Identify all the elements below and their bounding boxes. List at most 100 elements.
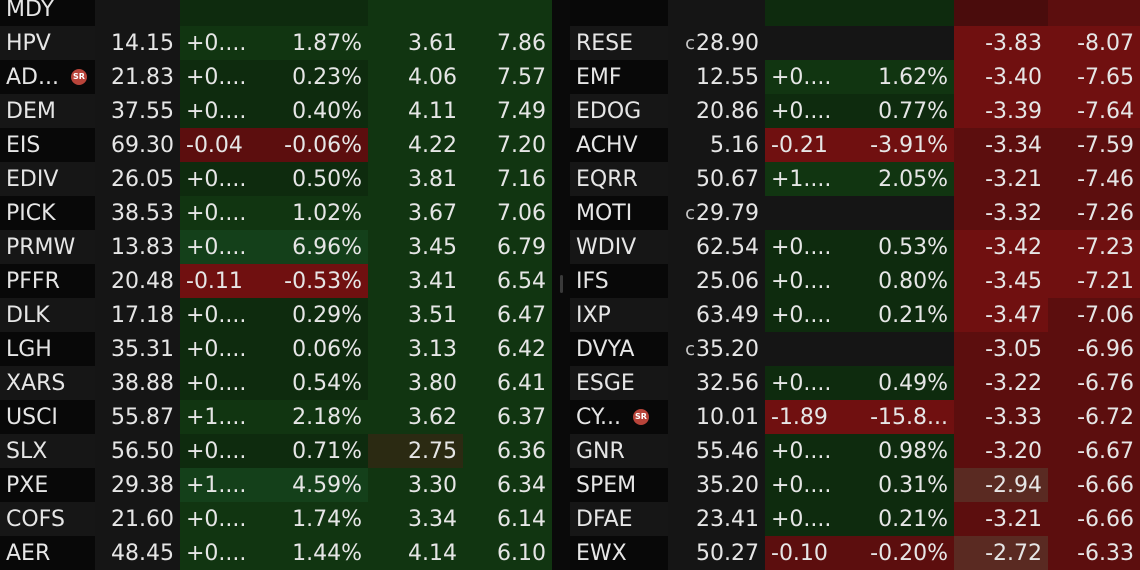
percent-change-cell-text: 0.06% [292, 336, 362, 362]
alert-badge-icon[interactable]: SR [70, 69, 87, 85]
table-row[interactable]: PRMW 13.83 +0.... 6.96% 3.45 6.79 [0, 230, 552, 264]
table-row[interactable]: EMF 12.55 +0.... 1.62% -3.40 -7.65 [570, 60, 1140, 94]
symbol-cell: EWX [570, 536, 668, 570]
table-row[interactable]: COFS 21.60 +0.... 1.74% 3.34 6.14 [0, 502, 552, 536]
table-row[interactable] [570, 0, 1140, 26]
table-row[interactable]: LGH 35.31 +0.... 0.06% 3.13 6.42 [0, 332, 552, 366]
symbol-cell: PRMW [0, 230, 95, 264]
table-row[interactable]: USCI 55.87 +1.... 2.18% 3.62 6.37 [0, 400, 552, 434]
change-cell-text: -0.10 [771, 540, 828, 566]
metric-a-cell: 2.75 [368, 434, 463, 468]
metric-b-cell-text: 6.47 [497, 302, 546, 328]
alert-badge-icon[interactable]: SR [632, 409, 649, 425]
price-cell-text: 25.06 [696, 268, 759, 294]
metric-a-cell [954, 0, 1048, 26]
table-row[interactable]: EDOG 20.86 +0.... 0.77% -3.39 -7.64 [570, 94, 1140, 128]
table-row[interactable]: PXE 29.38 +1.... 4.59% 3.30 6.34 [0, 468, 552, 502]
panel-divider[interactable] [553, 0, 570, 553]
metric-a-cell: -3.42 [954, 230, 1048, 264]
table-row[interactable]: DEM 37.55 +0.... 0.40% 4.11 7.49 [0, 94, 552, 128]
percent-change-cell-text: 2.18% [292, 404, 362, 430]
change-cell: +0.... [180, 298, 276, 332]
price-cell-text: 35.31 [111, 336, 174, 362]
percent-change-cell: 0.80% [866, 264, 954, 298]
price-cell: 14.15 [95, 26, 180, 60]
metric-a-cell-text: 3.67 [408, 200, 457, 226]
percent-change-cell-text: 0.98% [878, 438, 948, 464]
table-row[interactable]: HPV 14.15 +0.... 1.87% 3.61 7.86 [0, 26, 552, 60]
percent-change-cell [276, 0, 368, 26]
change-cell: +0.... [765, 60, 866, 94]
metric-b-cell-text: -6.66 [1077, 506, 1134, 532]
symbol-cell: USCI [0, 400, 95, 434]
table-row[interactable]: PICK 38.53 +0.... 1.02% 3.67 7.06 [0, 196, 552, 230]
table-row[interactable]: MDY [0, 0, 552, 26]
percent-change-cell: 1.44% [276, 536, 368, 570]
table-row[interactable]: GNR 55.46 +0.... 0.98% -3.20 -6.67 [570, 434, 1140, 468]
table-row[interactable]: CY... SR 10.01 -1.89 -15.8... -3.33 -6.72 [570, 400, 1140, 434]
symbol-cell: WDIV [570, 230, 668, 264]
table-row[interactable]: EQRR 50.67 +1.... 2.05% -3.21 -7.46 [570, 162, 1140, 196]
table-row[interactable]: MOTI c 29.79 -3.32 -7.26 [570, 196, 1140, 230]
percent-change-cell-text: 0.23% [292, 64, 362, 90]
symbol-cell-text: EMF [576, 64, 622, 90]
metric-a-cell: -3.34 [954, 128, 1048, 162]
metric-a-cell: 3.62 [368, 400, 463, 434]
metric-a-cell-text: 2.75 [408, 438, 457, 464]
metric-b-cell: 6.14 [463, 502, 552, 536]
symbol-cell-text: DVYA [576, 336, 635, 362]
table-row[interactable]: AER 48.45 +0.... 1.44% 4.14 6.10 [0, 536, 552, 570]
percent-change-cell: 0.06% [276, 332, 368, 366]
metric-a-cell-text: -3.32 [985, 200, 1042, 226]
table-row[interactable]: PFFR 20.48 -0.11 -0.53% 3.41 6.54 [0, 264, 552, 298]
table-row[interactable]: SPEM 35.20 +0.... 0.31% -2.94 -6.66 [570, 468, 1140, 502]
table-row[interactable]: SLX 56.50 +0.... 0.71% 2.75 6.36 [0, 434, 552, 468]
change-cell [765, 332, 866, 366]
table-row[interactable]: IFS 25.06 +0.... 0.80% -3.45 -7.21 [570, 264, 1140, 298]
metric-a-cell-text: -3.83 [985, 30, 1042, 56]
price-cell-text: 62.54 [696, 234, 759, 260]
table-row[interactable]: DLK 17.18 +0.... 0.29% 3.51 6.47 [0, 298, 552, 332]
price-cell-text: 28.90 [696, 30, 759, 56]
symbol-cell: IFS [570, 264, 668, 298]
percent-change-cell: 0.49% [866, 366, 954, 400]
percent-change-cell-text: 1.62% [878, 64, 948, 90]
closed-price-prefix: c [685, 202, 696, 224]
metric-b-cell-text: 6.79 [497, 234, 546, 260]
price-cell: c 28.90 [668, 26, 765, 60]
table-row[interactable]: EIS 69.30 -0.04 -0.06% 4.22 7.20 [0, 128, 552, 162]
table-row[interactable]: DFAE 23.41 +0.... 0.21% -3.21 -6.66 [570, 502, 1140, 536]
table-row[interactable]: IXP 63.49 +0.... 0.21% -3.47 -7.06 [570, 298, 1140, 332]
metric-b-cell: 6.79 [463, 230, 552, 264]
price-cell-text: 29.38 [111, 472, 174, 498]
price-cell-text: 29.79 [696, 200, 759, 226]
splitter-handle[interactable] [560, 275, 563, 293]
metric-b-cell: 7.16 [463, 162, 552, 196]
percent-change-cell: 4.59% [276, 468, 368, 502]
table-row[interactable]: WDIV 62.54 +0.... 0.53% -3.42 -7.23 [570, 230, 1140, 264]
metric-a-cell: -3.32 [954, 196, 1048, 230]
table-row[interactable]: ESGE 32.56 +0.... 0.49% -3.22 -6.76 [570, 366, 1140, 400]
table-row[interactable]: DVYA c 35.20 -3.05 -6.96 [570, 332, 1140, 366]
change-cell: -1.89 [765, 400, 866, 434]
metric-a-cell: 3.13 [368, 332, 463, 366]
metric-a-cell: 3.34 [368, 502, 463, 536]
price-cell-text: 48.45 [111, 540, 174, 566]
price-cell: 56.50 [95, 434, 180, 468]
price-cell-text: 10.01 [696, 404, 759, 430]
table-row[interactable]: XARS 38.88 +0.... 0.54% 3.80 6.41 [0, 366, 552, 400]
symbol-cell: AER [0, 536, 95, 570]
metric-a-cell-text: 3.41 [408, 268, 457, 294]
metric-a-cell-text: 3.51 [408, 302, 457, 328]
metric-a-cell-text: 3.80 [408, 370, 457, 396]
percent-change-cell-text: 2.05% [878, 166, 948, 192]
table-row[interactable]: ACHV 5.16 -0.21 -3.91% -3.34 -7.59 [570, 128, 1140, 162]
metric-b-cell: -7.46 [1048, 162, 1140, 196]
table-row[interactable]: EDIV 26.05 +0.... 0.50% 3.81 7.16 [0, 162, 552, 196]
price-cell-text: 14.15 [111, 30, 174, 56]
table-row[interactable]: RESE c 28.90 -3.83 -8.07 [570, 26, 1140, 60]
percent-change-cell: 0.23% [276, 60, 368, 94]
table-row[interactable]: EWX 50.27 -0.10 -0.20% -2.72 -6.33 [570, 536, 1140, 570]
percent-change-cell-text: 0.49% [878, 370, 948, 396]
table-row[interactable]: AD... SR 21.83 +0.... 0.23% 4.06 7.57 [0, 60, 552, 94]
